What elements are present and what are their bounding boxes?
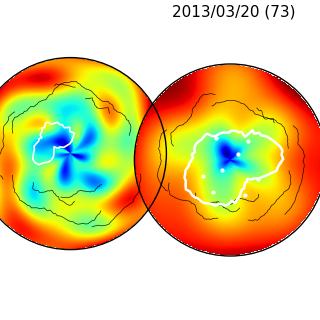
- Text: 2013/03/20 (73): 2013/03/20 (73): [172, 5, 295, 20]
